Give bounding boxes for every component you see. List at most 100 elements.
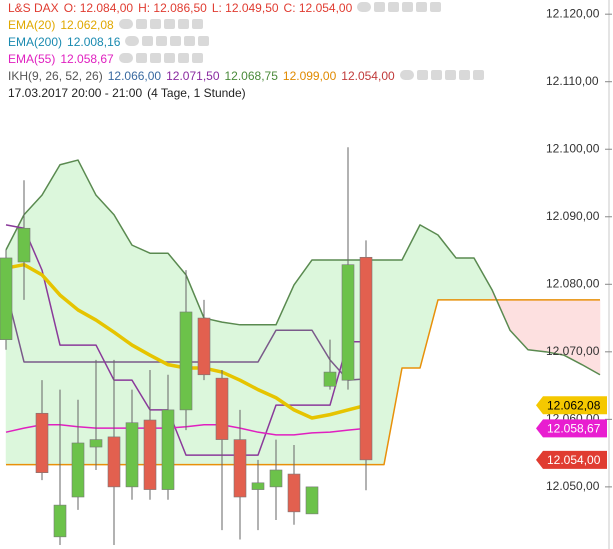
price-tag-label: 12.062,08 (547, 398, 601, 412)
icon-button[interactable] (191, 53, 203, 64)
icon-button[interactable] (191, 19, 203, 30)
icon-button[interactable] (135, 53, 147, 64)
icon-button[interactable] (142, 36, 154, 47)
y-tick-label: 12.080,00 (546, 276, 600, 290)
legend-row: 17.03.2017 20:00 - 21:00 (4 Tage, 1 Stund… (0, 85, 492, 102)
legend-value: O: 12.084,00 (63, 1, 134, 15)
legend-label: IKH(9, 26, 52, 26) (8, 69, 103, 83)
candle-body (287, 473, 301, 513)
cloud-fill (419, 224, 439, 369)
candle-body (233, 439, 247, 498)
cloud-fill (509, 299, 529, 351)
candle-body (89, 439, 103, 448)
candle-body (359, 256, 373, 461)
icon-button[interactable] (118, 19, 133, 30)
legend-label: EMA(20) (8, 18, 56, 32)
y-tick-label: 12.090,00 (546, 209, 600, 223)
cloud-fill (275, 284, 295, 465)
icon-button[interactable] (149, 19, 161, 30)
icon-button[interactable] (118, 53, 133, 64)
cloud-fill (401, 224, 421, 369)
candle-body (125, 422, 139, 488)
icon-button[interactable] (458, 70, 470, 81)
legend-value: H: 12.086,50 (138, 1, 207, 15)
icon-button[interactable] (177, 53, 189, 64)
icon-button[interactable] (402, 2, 414, 13)
legend-icons (118, 51, 206, 68)
icon-button[interactable] (125, 36, 140, 47)
legend: L&S DAX O: 12.084,00 H: 12.086,50 L: 12.049… (0, 0, 492, 102)
legend-value: 12.008,16 (67, 35, 121, 49)
candle-body (269, 469, 283, 488)
candle-body (71, 442, 85, 498)
senkou-span-a (5, 159, 601, 376)
candle-body (323, 371, 337, 387)
period-note: (4 Tage, 1 Stunde) (147, 86, 246, 100)
icon-button[interactable] (430, 2, 442, 13)
price-tag (536, 450, 607, 469)
icon-button[interactable] (416, 2, 428, 13)
icon-button[interactable] (170, 36, 182, 47)
icon-button[interactable] (198, 36, 210, 47)
y-tick-label: 12.070,00 (546, 344, 600, 358)
legend-value: L: 12.049,50 (211, 1, 279, 15)
icon-button[interactable] (374, 2, 386, 13)
icon-button[interactable] (135, 19, 147, 30)
icon-button[interactable] (149, 53, 161, 64)
legend-row: L&S DAX O: 12.084,00 H: 12.086,50 L: 12.049… (0, 0, 492, 17)
candle-body (251, 482, 265, 490)
legend-value: 12.099,00 (282, 69, 337, 83)
icon-button[interactable] (388, 2, 400, 13)
candle-body (341, 264, 355, 381)
candle-body (161, 409, 175, 490)
candle-body (215, 377, 229, 440)
legend-icons (357, 0, 444, 17)
period: 17.03.2017 20:00 - 21:00 (8, 86, 143, 100)
icon-button[interactable] (156, 36, 168, 47)
y-tick-label: 12.120,00 (546, 6, 600, 20)
legend-icons (125, 34, 212, 51)
candle-body (197, 317, 211, 376)
price-tag (536, 396, 607, 415)
icon-button[interactable] (357, 2, 372, 13)
y-tick-label: 12.110,00 (546, 74, 599, 88)
price-tag-label: 12.058,67 (547, 421, 601, 435)
legend-value: C: 12.054,00 (283, 1, 353, 15)
candle-body (0, 257, 13, 340)
candle-body (17, 227, 31, 263)
icon-button[interactable] (399, 70, 414, 81)
icon-button[interactable] (163, 19, 175, 30)
legend-value: 12.066,00 (107, 69, 162, 83)
cloud-fill (383, 259, 403, 465)
icon-button[interactable] (177, 19, 189, 30)
legend-value: 12.054,00 (341, 69, 395, 83)
legend-icons (399, 68, 487, 85)
cloud-fill (437, 234, 457, 301)
candle-body (107, 436, 121, 488)
y-tick-label: 12.100,00 (546, 141, 600, 155)
legend-row: EMA(20) 12.062,08 (0, 17, 492, 34)
icon-button[interactable] (444, 70, 456, 81)
icon-button[interactable] (416, 70, 428, 81)
cloud-fill (455, 257, 475, 301)
icon-button[interactable] (184, 36, 196, 47)
icon-button[interactable] (163, 53, 175, 64)
price-tag (536, 419, 607, 438)
cloud-fill (311, 259, 331, 465)
legend-value: 12.062,08 (60, 18, 114, 32)
legend-label: EMA(200) (8, 35, 63, 49)
icon-button[interactable] (430, 70, 442, 81)
legend-icons (118, 17, 206, 34)
candle-body (143, 419, 157, 490)
icon-button[interactable] (472, 70, 484, 81)
cloud-fill (581, 299, 601, 376)
candle-body (53, 504, 67, 538)
legend-value: 12.068,75 (224, 69, 278, 83)
legend-value: 12.058,67 (60, 52, 114, 66)
legend-row: EMA(55) 12.058,67 (0, 51, 492, 68)
legend-row: EMA(200) 12.008,16 (0, 34, 492, 51)
cloud-fill (527, 299, 547, 353)
candle-body (305, 486, 319, 515)
